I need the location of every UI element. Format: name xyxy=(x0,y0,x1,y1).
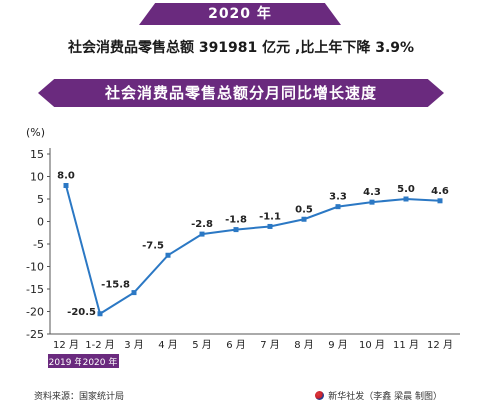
data-label: 3.3 xyxy=(329,192,347,203)
y-tick-label: -25 xyxy=(26,328,44,341)
chart-title-bar: 社会消费品零售总额分月同比增长速度 xyxy=(38,79,444,107)
x-tick-label: 9 月 xyxy=(328,339,348,351)
data-point xyxy=(437,198,443,204)
data-point xyxy=(131,290,137,296)
x-tick-label: 8 月 xyxy=(294,339,314,351)
data-point xyxy=(199,231,205,237)
data-label: -2.8 xyxy=(191,219,213,230)
data-label: 0.5 xyxy=(295,204,313,215)
data-point xyxy=(403,196,409,202)
x-tick-label: 1-2 月 xyxy=(85,339,115,351)
x-tick-label: 5 月 xyxy=(192,339,212,351)
y-tick-label: 15 xyxy=(30,148,44,161)
data-point xyxy=(63,183,69,188)
headline: 社会消费品零售总额 391981 亿元 ,比上年下降 3.9% xyxy=(67,40,415,56)
year-tag-bg xyxy=(81,354,119,368)
data-label: -7.5 xyxy=(142,240,164,251)
year-tag: 2020 年 xyxy=(83,356,118,368)
y-tick-label: 5 xyxy=(37,193,44,206)
data-label: 5.0 xyxy=(397,184,415,195)
data-point xyxy=(369,199,375,205)
year-tag: 2019 年 xyxy=(49,356,84,368)
data-label: -15.8 xyxy=(101,280,130,291)
credit-note: 新华社发（李鑫 梁晨 制图） xyxy=(315,389,442,402)
y-tick-label: 10 xyxy=(30,171,44,184)
source-note: 资料来源：国家统计局 xyxy=(34,392,125,402)
data-point xyxy=(233,227,239,233)
chart-title: 社会消费品零售总额分月同比增长速度 xyxy=(104,84,377,102)
x-tick-label: 10 月 xyxy=(359,339,385,351)
x-tick-label: 6 月 xyxy=(226,339,246,351)
x-tick-label: 12 月 xyxy=(427,339,453,351)
year-banner-bg xyxy=(139,3,341,25)
y-tick-label: 0 xyxy=(37,216,44,229)
chart-title-bg xyxy=(38,79,444,107)
credit-text: 新华社发（李鑫 梁晨 制图） xyxy=(328,392,442,402)
year-tag-bg xyxy=(48,354,84,368)
data-label: -1.1 xyxy=(259,211,281,222)
x-tick-label: 7 月 xyxy=(260,339,280,351)
series-line xyxy=(65,185,441,316)
xinhua-logo-icon xyxy=(315,391,325,400)
data-point xyxy=(267,223,273,229)
data-label: -1.8 xyxy=(225,215,247,226)
y-tick-label: -20 xyxy=(26,306,44,319)
y-tick-label: -10 xyxy=(26,261,44,274)
data-point xyxy=(301,216,307,222)
data-label: 8.0 xyxy=(57,171,75,182)
x-tick-label: 11 月 xyxy=(393,339,419,351)
x-tick-label: 3 月 xyxy=(124,339,144,351)
x-tick-label: 4 月 xyxy=(158,339,178,351)
data-point xyxy=(165,252,171,258)
y-tick-label: -5 xyxy=(33,238,44,251)
data-point xyxy=(97,311,103,317)
data-label: 4.3 xyxy=(363,187,381,198)
x-tick-label: 12 月 xyxy=(53,339,79,351)
year-banner: 2020 年 xyxy=(208,6,272,22)
data-label: -20.5 xyxy=(67,307,96,318)
y-tick-label: -15 xyxy=(26,283,44,296)
y-axis-label: (%) xyxy=(26,126,45,139)
data-point xyxy=(335,204,341,210)
data-label: 4.6 xyxy=(431,186,449,197)
